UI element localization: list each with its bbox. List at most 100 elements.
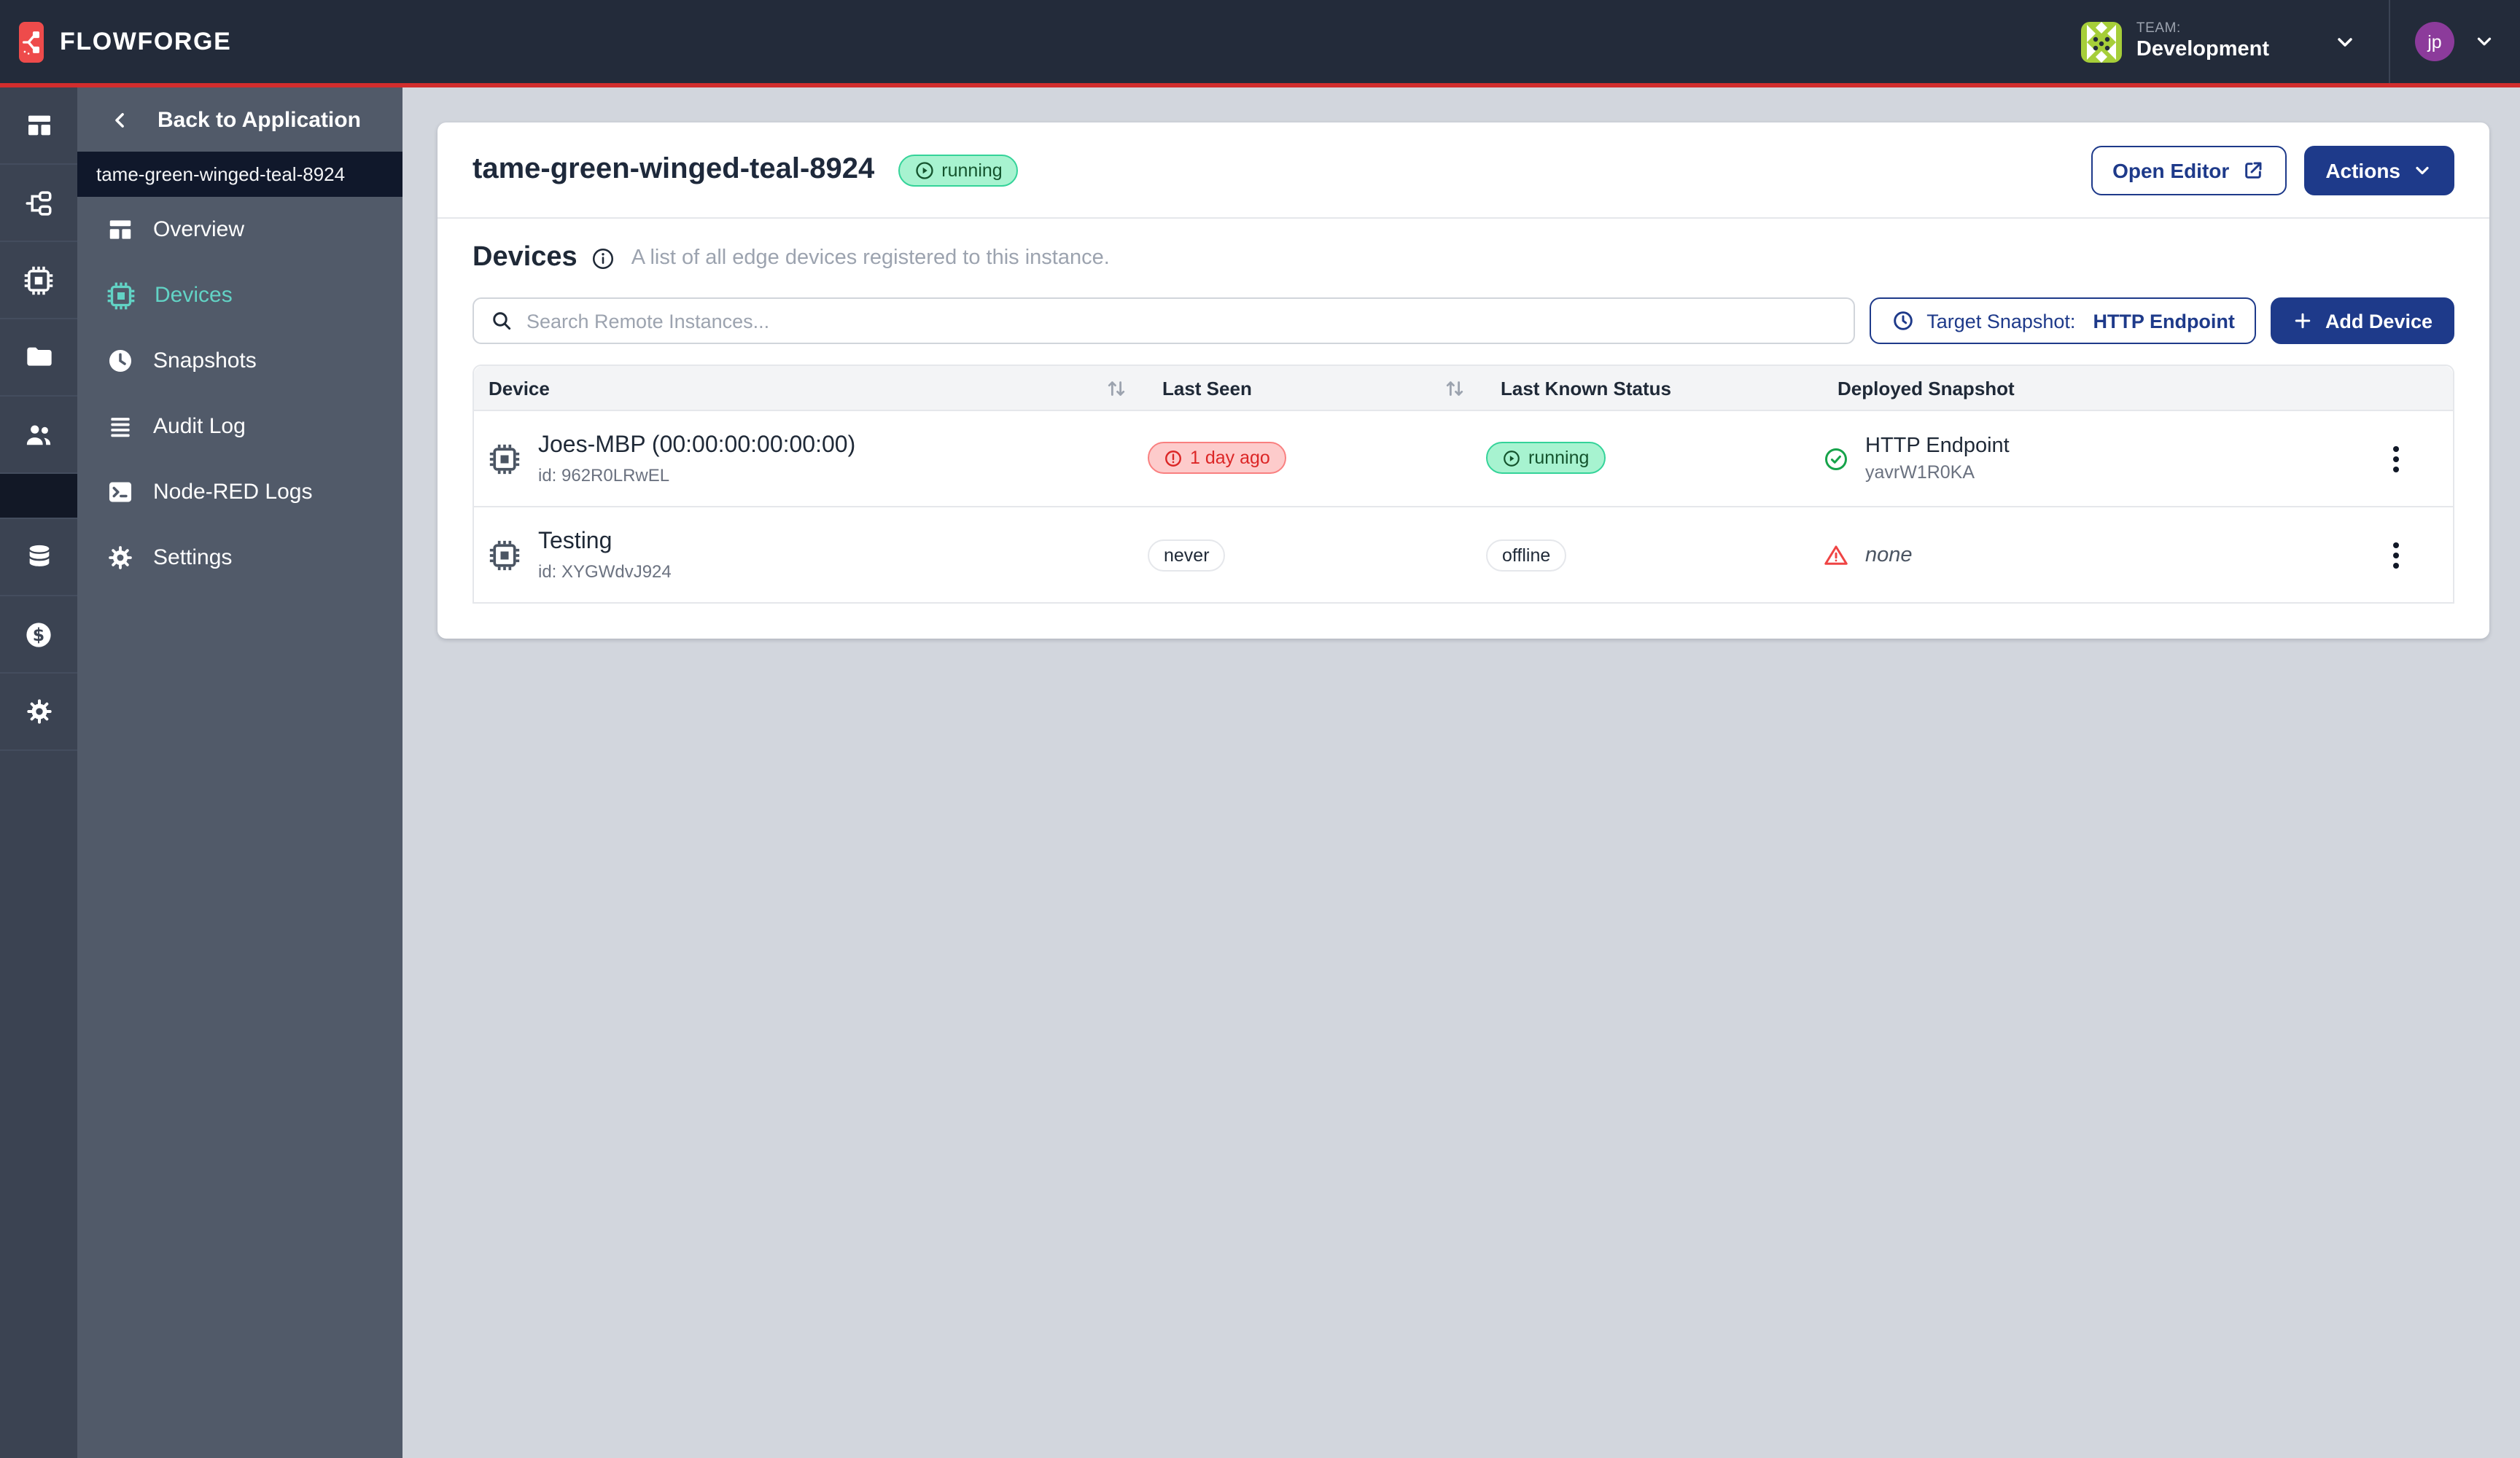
gear-icon bbox=[106, 544, 134, 572]
gear-icon bbox=[24, 697, 53, 726]
column-header-snapshot: Deployed Snapshot bbox=[1838, 377, 2015, 399]
row-menu-button[interactable] bbox=[2384, 437, 2407, 480]
back-label: Back to Application bbox=[158, 107, 361, 132]
info-icon[interactable] bbox=[591, 246, 615, 270]
target-snapshot-label: Target Snapshot: bbox=[1926, 310, 2076, 332]
rail-item-members[interactable] bbox=[0, 397, 77, 474]
sidebar-item-label: Settings bbox=[153, 545, 233, 570]
dollar-icon: $ bbox=[23, 619, 54, 650]
chevron-down-icon bbox=[2473, 31, 2495, 52]
open-editor-button[interactable]: Open Editor bbox=[2091, 145, 2287, 195]
rail-active-indicator bbox=[0, 474, 77, 519]
instance-name: tame-green-winged-teal-8924 bbox=[96, 163, 346, 185]
status-badge: running bbox=[1486, 442, 1606, 475]
table-header: Device Last Seen bbox=[474, 366, 2453, 410]
svg-text:$: $ bbox=[33, 624, 44, 644]
chip-icon bbox=[489, 539, 521, 571]
device-id: id: 962R0LRwEL bbox=[538, 464, 670, 485]
sidebar-item-node-red-logs[interactable]: Node-RED Logs bbox=[77, 459, 402, 525]
chip-icon bbox=[489, 443, 521, 475]
rail-item-devices[interactable] bbox=[0, 242, 77, 319]
sidebar-item-snapshots[interactable]: Snapshots bbox=[77, 328, 402, 394]
play-circle-icon bbox=[1502, 449, 1521, 468]
device-row[interactable]: Joes-MBP (00:00:00:00:00:00) id: 962R0LR… bbox=[474, 410, 2453, 506]
sidebar-item-settings[interactable]: Settings bbox=[77, 525, 402, 590]
chevron-down-icon bbox=[2333, 30, 2357, 53]
sidebar-item-label: Devices bbox=[155, 283, 233, 308]
sidebar-item-audit-log[interactable]: Audit Log bbox=[77, 394, 402, 459]
column-header-status: Last Known Status bbox=[1501, 377, 1672, 399]
device-row[interactable]: Testing id: XYGWdvJ924 never bbox=[474, 506, 2453, 602]
navbar-divider bbox=[2389, 0, 2390, 83]
sidebar-item-label: Audit Log bbox=[153, 414, 246, 439]
sort-icon[interactable] bbox=[1105, 377, 1127, 399]
actions-button[interactable]: Actions bbox=[2303, 145, 2454, 195]
pipeline-icon bbox=[23, 187, 54, 218]
grid-icon bbox=[106, 216, 134, 243]
external-link-icon bbox=[2241, 158, 2264, 182]
sidebar-item-label: Snapshots bbox=[153, 348, 257, 373]
team-selector[interactable]: TEAM: Development bbox=[2058, 0, 2389, 83]
devices-title: Devices bbox=[472, 242, 578, 273]
team-name: Development bbox=[2136, 37, 2269, 61]
user-menu[interactable]: jp bbox=[2390, 0, 2520, 83]
search-input[interactable] bbox=[526, 310, 1838, 332]
chip-icon bbox=[23, 265, 54, 295]
user-avatar: jp bbox=[2415, 22, 2454, 61]
brand[interactable]: FLOWFORGE bbox=[0, 21, 231, 62]
rail-item-overview[interactable] bbox=[0, 87, 77, 165]
target-snapshot-value: HTTP Endpoint bbox=[2093, 310, 2235, 332]
last-seen-badge: never bbox=[1148, 539, 1226, 571]
snapshot-name: HTTP Endpoint bbox=[1865, 434, 2010, 458]
device-name: Testing bbox=[538, 529, 612, 553]
grid-icon bbox=[24, 111, 53, 140]
clock-icon bbox=[1891, 309, 1915, 332]
add-device-button[interactable]: Add Device bbox=[2271, 297, 2454, 344]
sidebar-item-label: Node-RED Logs bbox=[153, 480, 313, 504]
sidebar-item-label: Overview bbox=[153, 217, 245, 242]
database-icon bbox=[24, 542, 53, 572]
rail-item-library[interactable] bbox=[0, 319, 77, 397]
open-editor-label: Open Editor bbox=[2112, 158, 2230, 182]
device-name: Joes-MBP (00:00:00:00:00:00) bbox=[538, 432, 856, 457]
last-seen-badge: 1 day ago bbox=[1148, 442, 1286, 475]
instance-name-bar: tame-green-winged-teal-8924 bbox=[77, 152, 402, 197]
plus-icon bbox=[2293, 311, 2314, 331]
sidebar-menu: Overview Devices bbox=[77, 197, 402, 590]
exclamation-circle-icon bbox=[1164, 449, 1183, 468]
rail-item-admin-settings[interactable] bbox=[0, 674, 77, 751]
rail-item-broker[interactable] bbox=[0, 519, 77, 596]
sort-icon[interactable] bbox=[1444, 377, 1466, 399]
chip-icon bbox=[106, 281, 136, 310]
terminal-icon bbox=[106, 478, 134, 506]
sidebar-item-overview[interactable]: Overview bbox=[77, 197, 402, 262]
instance-status-badge: running bbox=[898, 154, 1019, 186]
rail-item-pipelines[interactable] bbox=[0, 165, 77, 242]
chevron-down-icon bbox=[2412, 160, 2432, 180]
status-text: running bbox=[941, 160, 1003, 180]
page-title: tame-green-winged-teal-8924 bbox=[472, 153, 875, 185]
icon-rail: $ bbox=[0, 87, 77, 1458]
target-snapshot-button[interactable]: Target Snapshot: HTTP Endpoint bbox=[1870, 297, 2257, 344]
instance-header: tame-green-winged-teal-8924 running Op bbox=[438, 122, 2489, 219]
row-menu-button[interactable] bbox=[2384, 533, 2407, 577]
snapshot-id: yavrW1R0KA bbox=[1865, 462, 1975, 483]
check-circle-icon bbox=[1823, 445, 1849, 472]
users-icon bbox=[23, 419, 54, 450]
column-header-last-seen[interactable]: Last Seen bbox=[1148, 377, 1486, 399]
actions-label: Actions bbox=[2325, 158, 2400, 182]
devices-description: A list of all edge devices registered to… bbox=[631, 246, 1110, 270]
back-to-application[interactable]: Back to Application bbox=[77, 87, 402, 152]
top-navbar: FLOWFORGE TEAM: Development bbox=[0, 0, 2520, 83]
snapshot-none: none bbox=[1865, 543, 1913, 566]
devices-table: Device Last Seen bbox=[472, 364, 2454, 604]
sidebar-item-devices[interactable]: Devices bbox=[77, 262, 402, 328]
rail-item-billing[interactable]: $ bbox=[0, 596, 77, 674]
device-id: id: XYGWdvJ924 bbox=[538, 561, 672, 581]
sidebar: Back to Application tame-green-winged-te… bbox=[77, 87, 402, 1458]
clock-icon bbox=[106, 347, 134, 375]
instance-card: tame-green-winged-teal-8924 running Op bbox=[438, 122, 2489, 639]
column-header-device[interactable]: Device bbox=[474, 377, 1148, 399]
add-device-label: Add Device bbox=[2325, 310, 2432, 332]
